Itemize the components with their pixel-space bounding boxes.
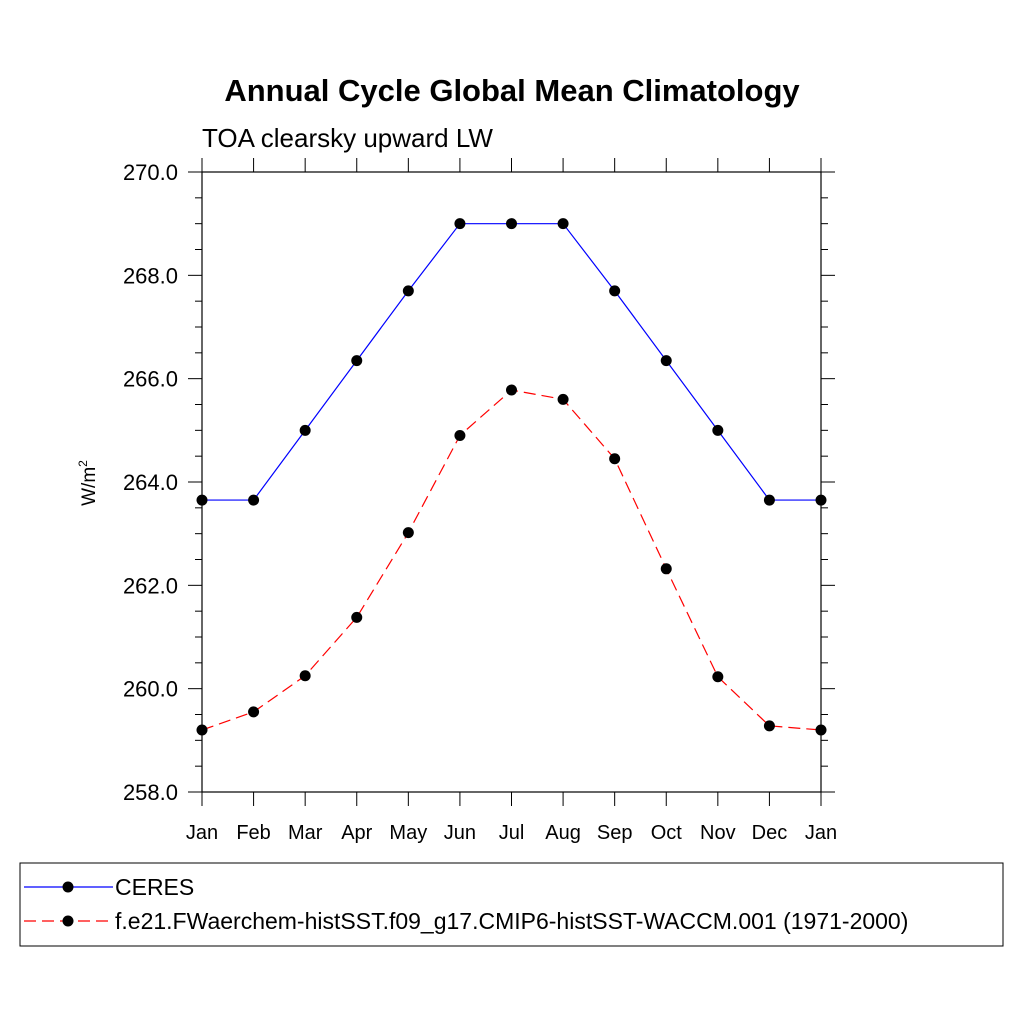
x-tick-label: Dec [752,822,788,844]
data-point-series-0 [299,424,311,436]
data-point-series-0 [196,494,208,506]
x-tick-label: Feb [236,822,270,844]
series-markers [196,218,827,736]
plot-area [201,171,822,793]
data-point-series-1 [815,724,827,736]
legend-marker-0 [62,881,74,893]
data-point-series-0 [248,494,260,506]
axis-ticks [188,158,835,806]
legend-label-0: CERES [115,874,194,900]
data-point-series-0 [454,218,466,230]
x-tick-label: May [389,822,427,844]
y-tick-label: 268.0 [123,263,178,288]
data-point-series-0 [763,494,775,506]
data-point-series-0 [402,285,414,297]
x-tick-label: Jan [805,822,837,844]
data-point-series-0 [660,355,672,367]
y-axis-label-text: W/m [79,467,100,506]
y-tick-label: 258.0 [123,780,178,805]
x-tick-label: Nov [700,822,736,844]
data-point-series-1 [712,671,724,683]
y-tick-label: 264.0 [123,470,178,495]
x-tick-label: Aug [545,822,581,844]
chart-subtitle: TOA clearsky upward LW [202,123,493,153]
x-tick-label: Oct [651,822,683,844]
data-point-series-1 [609,453,621,465]
data-point-series-0 [506,218,517,230]
data-point-series-0 [557,218,569,230]
data-point-series-1 [454,430,466,441]
y-tick-label: 262.0 [123,573,178,598]
data-point-series-1 [660,563,672,575]
data-point-series-1 [299,670,311,682]
y-tick-label: 266.0 [123,367,178,392]
plot-frame [201,171,822,793]
legend-items: CERES f.e21.FWaerchem-histSST.f09_g17.CMI… [24,874,908,934]
legend-box [19,862,1004,947]
data-point-series-0 [351,355,363,367]
data-point-series-1 [351,611,363,623]
data-point-series-1 [763,720,775,732]
x-tick-label: Jul [499,822,525,844]
data-point-series-1 [557,393,569,405]
x-tick-labels: Jan Feb Mar Apr May Jun Jul Aug Sep Oct Nov Dec Jan [186,822,837,844]
data-point-series-0 [609,285,621,297]
data-point-series-1 [402,527,414,539]
y-tick-label: 270.0 [123,160,178,185]
series-line-0 [202,223,821,501]
series-line-1 [201,389,822,731]
legend-label-1: f.e21.FWaerchem-histSST.f09_g17.CMIP6-hi… [115,908,908,934]
x-tick-label: Jan [186,822,218,844]
legend: CERES f.e21.FWaerchem-histSST.f09_g17.CMI… [19,862,1004,947]
x-tick-label: Mar [288,822,323,844]
x-tick-label: Sep [597,822,633,844]
y-tick-labels: 258.0 260.0 262.0 264.0 266.0 268.0 270.0 [123,160,178,805]
data-point-series-1 [196,724,208,736]
y-tick-label: 260.0 [123,677,178,702]
legend-marker-1 [62,915,74,927]
y-axis-label-superscript: 2 [76,460,90,467]
series-lines [201,223,822,731]
x-tick-label: Apr [341,822,372,844]
x-tick-label: Jun [444,822,476,844]
data-point-series-0 [712,424,724,436]
data-point-series-1 [506,384,517,396]
chart-title: Annual Cycle Global Mean Climatology [224,73,800,108]
data-point-series-1 [248,706,260,718]
data-point-series-0 [815,494,827,506]
y-axis-label: W/m2 [76,460,100,506]
